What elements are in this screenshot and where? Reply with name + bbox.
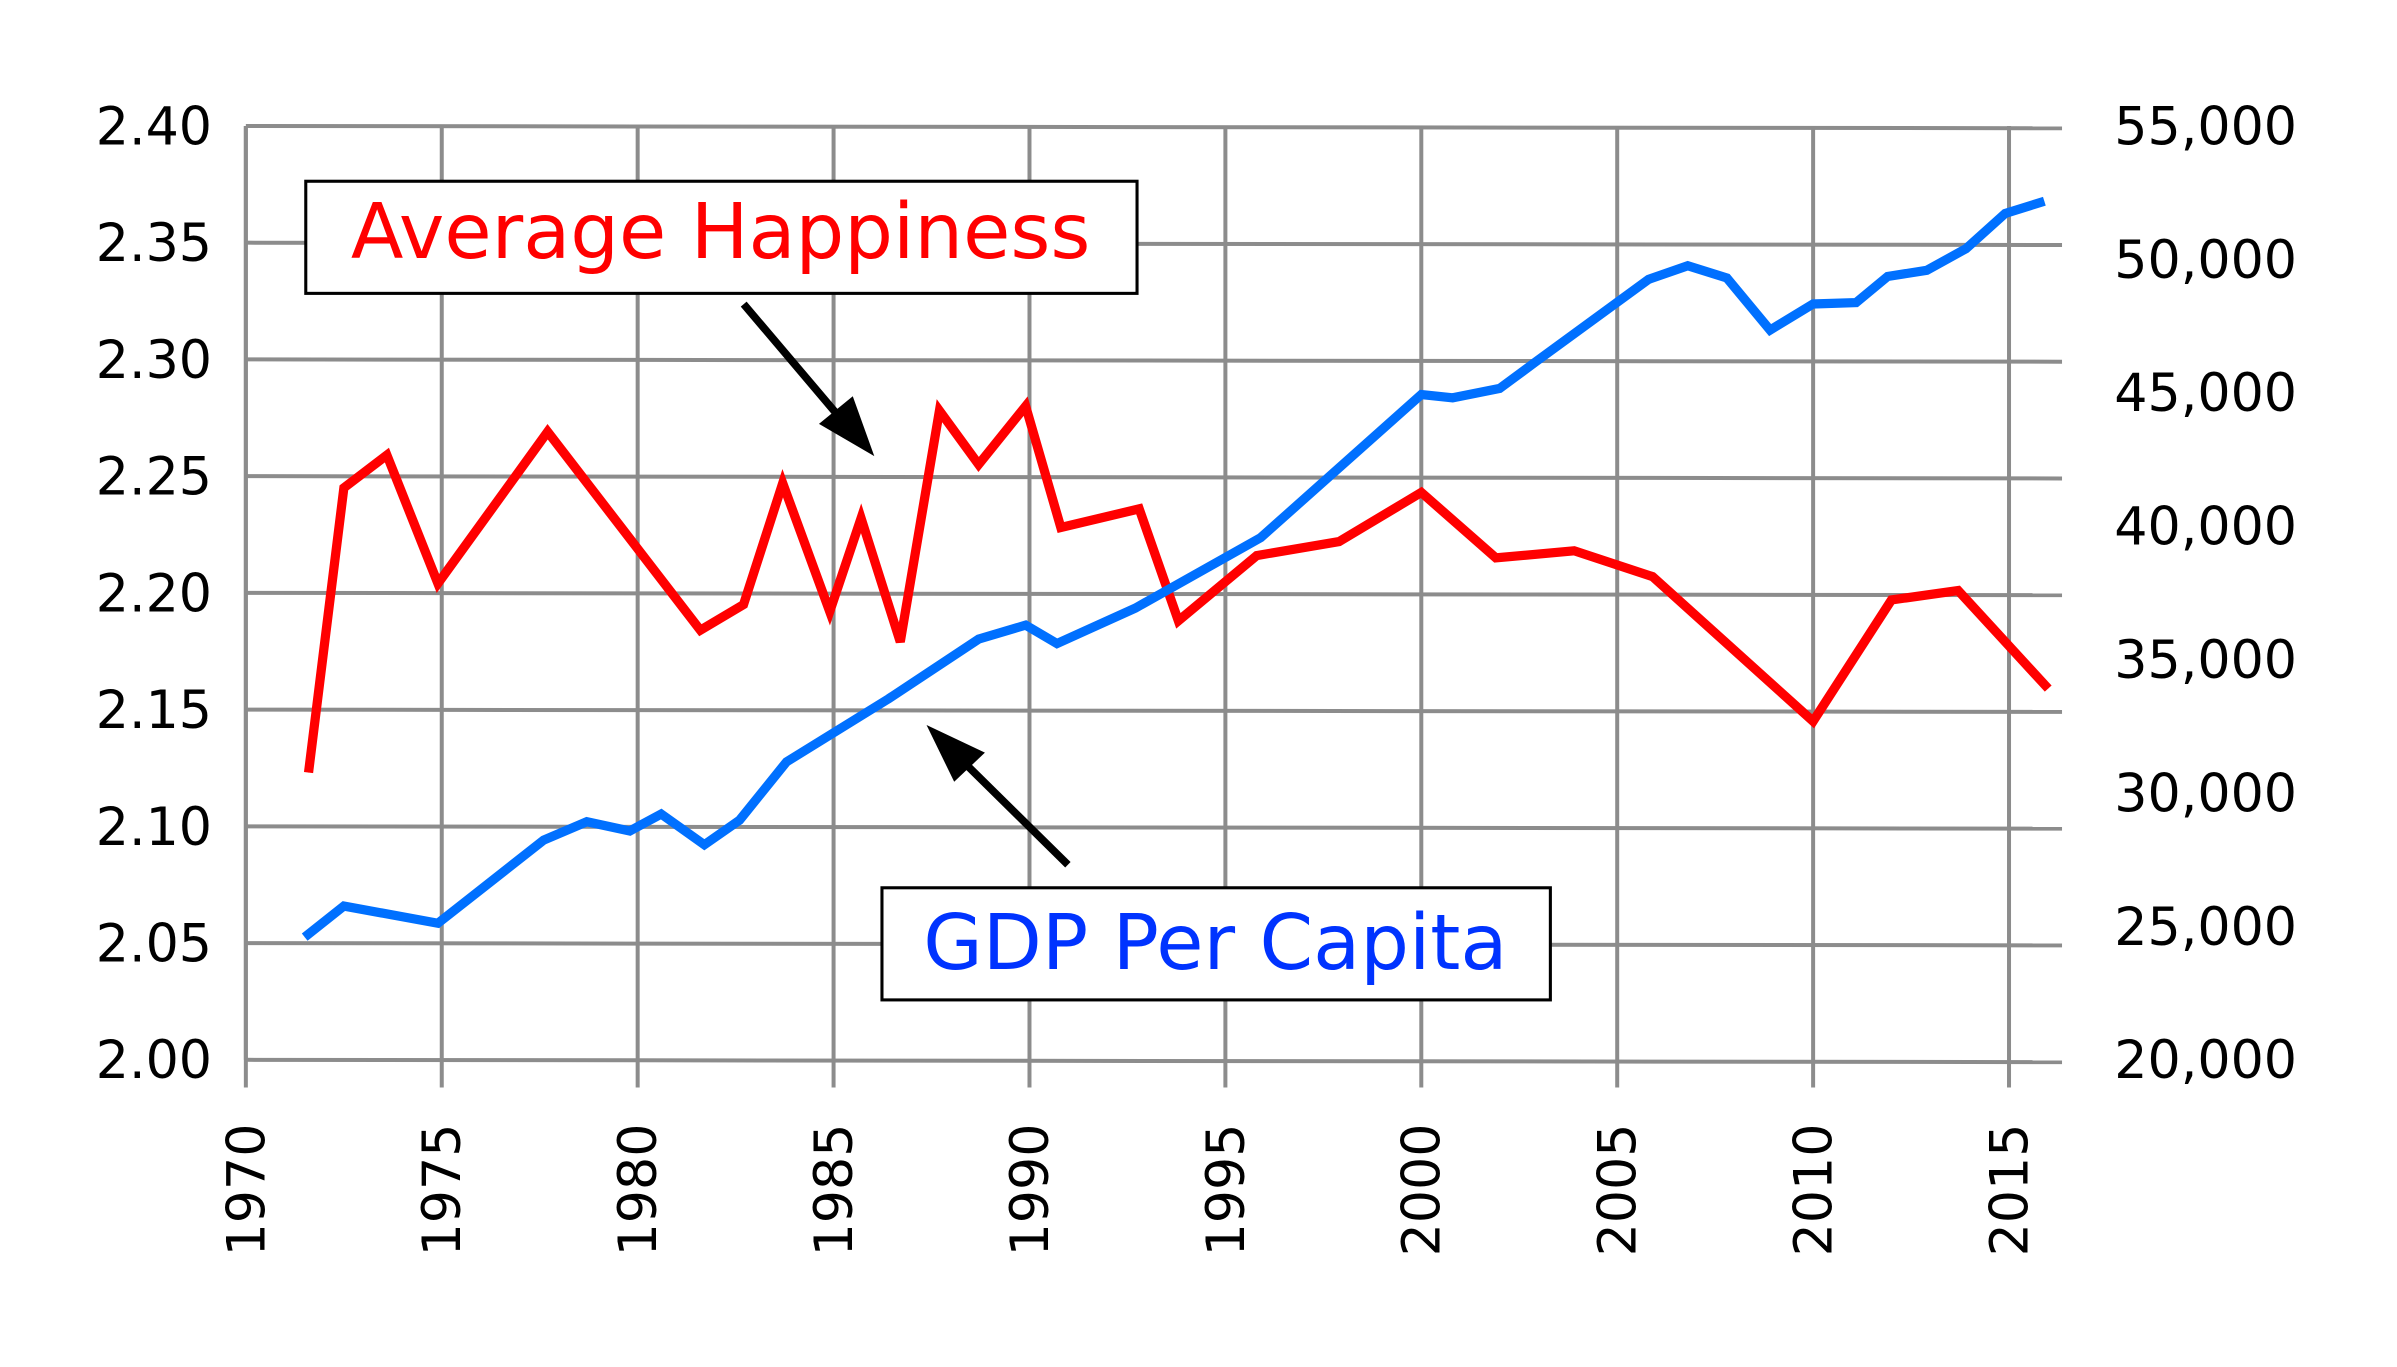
y-right-tick-label: 45,000	[2114, 364, 2297, 424]
y-left-tick-label: 2.30	[96, 331, 212, 391]
gridline-horizontal	[245, 824, 2063, 831]
x-tick-label: 1980	[609, 1124, 669, 1257]
y-right-tick-label: 25,000	[2114, 898, 2297, 958]
x-tick-label: 2010	[1785, 1124, 1845, 1257]
series-label-gdp-per-capita: GDP Per Capita	[923, 899, 1507, 988]
x-tick-label: 1975	[413, 1124, 473, 1257]
y-left-tick-label: 2.25	[96, 448, 212, 508]
y-left-tick-label: 2.40	[96, 97, 212, 157]
legend-average-happiness: Average Happiness	[304, 179, 1139, 295]
x-tick-label: 1990	[1001, 1124, 1061, 1257]
y-right-tick-label: 35,000	[2114, 631, 2297, 691]
y-right-tick-label: 20,000	[2114, 1031, 2297, 1091]
x-tick-label: 1970	[217, 1124, 277, 1257]
arrow-to-gdp	[926, 724, 1071, 868]
x-tick-label: 2000	[1393, 1124, 1453, 1257]
x-tick-label: 1995	[1197, 1124, 1257, 1257]
series-label-average-happiness: Average Happiness	[351, 188, 1090, 277]
legend-gdp-per-capita: GDP Per Capita	[880, 886, 1552, 1002]
gridline-horizontal	[245, 357, 2063, 364]
y-left-tick-label: 2.00	[96, 1031, 212, 1091]
gridline-horizontal	[245, 707, 2063, 714]
y-right-tick-label: 30,000	[2114, 764, 2297, 824]
series-line-average-happiness	[303, 396, 2052, 774]
series-lines	[301, 196, 2052, 941]
y-left-tick-label: 2.15	[96, 681, 212, 741]
gridline-horizontal	[245, 474, 2063, 481]
x-tick-label: 1985	[805, 1124, 865, 1257]
y-left-tick-label: 2.10	[96, 798, 212, 858]
y-left-tick-label: 2.05	[96, 915, 212, 975]
x-tick-label: 2015	[1980, 1124, 2040, 1257]
y-left-tick-label: 2.35	[96, 214, 212, 274]
y-left-tick-label: 2.20	[96, 564, 212, 624]
y-right-tick-label: 55,000	[2114, 97, 2297, 157]
y-right-tick-label: 50,000	[2114, 231, 2297, 291]
arrow-to-happiness	[740, 301, 875, 457]
gridline-horizontal	[245, 1057, 2063, 1065]
x-tick-label: 2005	[1589, 1124, 1649, 1257]
y-right-tick-label: 40,000	[2114, 498, 2297, 558]
tick-labels: 2.00 2.05 2.10 2.15 2.20 2.25 2.30 2.35 2.40 20,0…	[96, 97, 2297, 1256]
gridline-horizontal	[245, 123, 2063, 131]
